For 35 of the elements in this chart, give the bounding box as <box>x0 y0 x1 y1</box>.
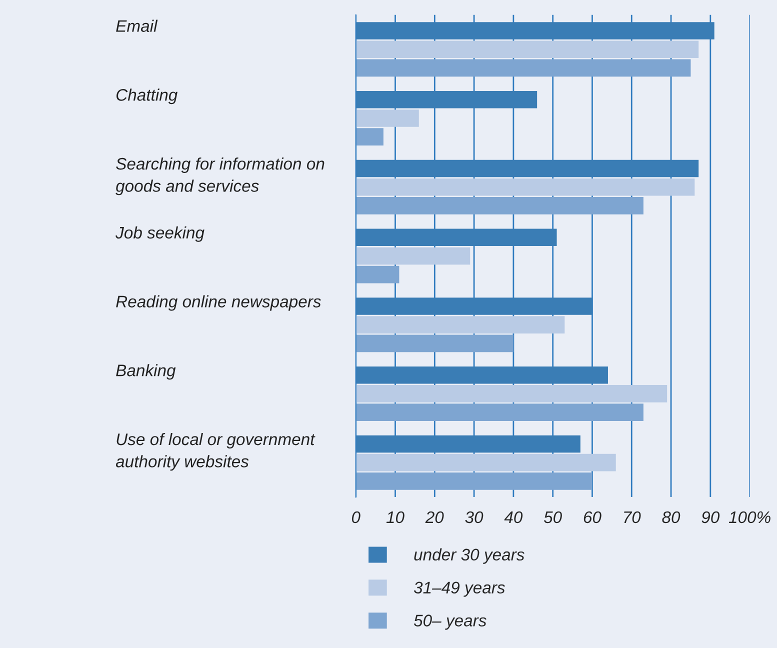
x-tick-label: 100% <box>728 511 770 524</box>
x-tick-label: 0 <box>352 511 360 524</box>
x-tick-label: 20 <box>425 511 444 524</box>
y-tick-label: Searching for information on goods and services <box>116 157 324 196</box>
bar <box>356 266 400 284</box>
bar <box>356 178 695 196</box>
y-tick-label: Banking <box>116 364 176 380</box>
x-tick-label: 70 <box>624 511 641 524</box>
legend-label: under 30 years <box>414 548 524 564</box>
y-tick-label: Use of local or government authority websites <box>116 432 316 471</box>
x-tick-label: 30 <box>465 511 484 524</box>
x-tick-label: 10 <box>386 511 404 524</box>
x-tick-label: 40 <box>504 511 523 524</box>
x-tick-label: 90 <box>702 511 720 524</box>
bar <box>356 404 644 421</box>
bar <box>356 197 644 214</box>
y-tick-label: Reading online newspapers <box>116 295 321 311</box>
bar <box>356 128 384 146</box>
legend-label: 50– years <box>414 614 486 630</box>
bar <box>356 454 616 472</box>
y-tick-label: Chatting <box>116 88 178 104</box>
bar <box>356 59 691 77</box>
bar <box>356 385 668 402</box>
bar <box>356 40 699 58</box>
y-tick-label: Job seeking <box>116 226 204 242</box>
x-tick-label: 50 <box>544 511 562 524</box>
y-tick-label: Email <box>116 20 158 32</box>
x-tick-label: 60 <box>584 511 602 524</box>
bar <box>356 110 419 127</box>
x-tick-label: 80 <box>662 511 680 524</box>
bar <box>356 316 565 334</box>
bar <box>356 472 592 490</box>
legend-label: 31–49 years <box>414 582 505 597</box>
bar <box>356 247 470 265</box>
bar <box>356 334 514 352</box>
